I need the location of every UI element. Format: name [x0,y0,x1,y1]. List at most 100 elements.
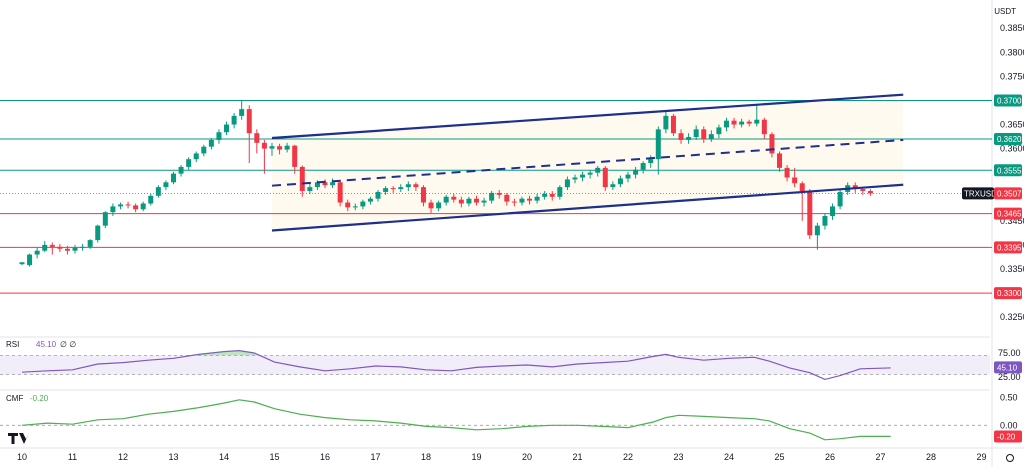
candle-body [542,193,548,197]
current-price-tag [994,187,1022,200]
settings-gear-icon [1006,454,1014,462]
candle-body [254,133,260,143]
candle-body [42,244,48,251]
candle-body [186,159,192,167]
candle-body [80,246,86,248]
candle-body [420,187,426,203]
date-tick-label: 28 [926,452,936,462]
date-tick-label: 22 [623,452,633,462]
candle-body [754,119,760,124]
candle-body [19,262,25,265]
candle-body [72,247,78,251]
date-tick-label: 16 [320,452,330,462]
candle-body [511,201,517,203]
rsi-value-tag-label: 45.10 [997,363,1018,372]
candle-body [701,129,707,139]
date-tick-label: 10 [17,452,27,462]
candle-body [239,109,245,116]
candle-body [564,179,570,188]
rsi-value: 45.10 [36,340,57,349]
candle-body [830,206,836,217]
rsi-band [0,355,990,375]
candle-body [678,133,684,140]
candle-body [352,206,358,208]
candle-body [201,146,207,154]
candle-body [746,121,752,124]
date-tick-label: 19 [471,452,481,462]
candle-body [375,191,381,199]
level-tag [994,164,1022,177]
candle-body [57,246,63,249]
candle-body [761,119,767,135]
candle-body [814,225,820,236]
date-tick-label: 18 [421,452,431,462]
candle-body [345,202,351,208]
candle-body [617,178,623,185]
candle-body [292,145,298,167]
date-tick-label: 29 [976,452,986,462]
current-price-tag-label: 0.3507 [997,189,1022,198]
candle-body [451,196,457,200]
candle-body [148,195,154,204]
candle-body [178,166,184,174]
cmf-tick-label: 0.50 [1000,393,1018,403]
candle-body [337,182,343,203]
candle-body [49,244,55,247]
candle-body [527,198,533,201]
candle-body [784,167,790,178]
date-tick-label: 25 [774,452,784,462]
candle-body [314,182,320,188]
candle-body [299,166,305,191]
candle-body [443,196,449,203]
symbol-tag [962,187,994,200]
candle-body [777,153,782,168]
candle-body [633,169,639,175]
rsi-title: RSI [6,340,19,349]
candle-body [670,115,676,134]
date-tick-label: 12 [118,452,128,462]
rsi-extra: ∅ ∅ [60,340,76,349]
candle-body [64,248,70,251]
candle-body [436,202,442,209]
candle-body [284,145,290,150]
rsi-value-tag [994,361,1022,374]
candle-body [739,121,745,125]
candle-body [330,182,336,186]
candle-body [504,194,510,202]
candle-body [307,187,313,191]
date-tick-label: 21 [572,452,582,462]
candle-body [557,187,563,197]
symbol-tag-label: TRXUSDT [964,189,1002,198]
level-tag [994,207,1022,220]
candle-body [489,192,495,201]
candle-body [208,139,214,147]
currency-label[interactable]: USDT [994,7,1016,16]
candle-body [686,137,692,140]
candle-body [231,115,237,125]
candle-body [716,127,722,135]
level-tag-label: 0.3465 [997,210,1022,219]
candle-body [360,201,366,207]
candle-body [322,182,328,186]
level-tag-label: 0.3300 [997,289,1022,298]
candle-body [587,172,593,175]
tradingview-logo-icon [8,433,29,444]
date-tick-label: 13 [168,452,178,462]
candle-body [860,189,866,191]
candle-body [867,190,873,194]
candle-body [102,212,108,226]
candle-body [398,187,404,190]
candle-body [367,198,373,202]
candle-body [27,254,33,266]
date-tick-label: 20 [522,452,532,462]
level-tag-label: 0.3620 [997,135,1022,144]
candle-body [549,193,555,197]
candle-body [481,200,487,203]
candle-body [625,174,631,179]
date-tick-label: 26 [825,452,835,462]
date-tick-label: 17 [370,452,380,462]
cmf-value-tag [994,430,1022,443]
